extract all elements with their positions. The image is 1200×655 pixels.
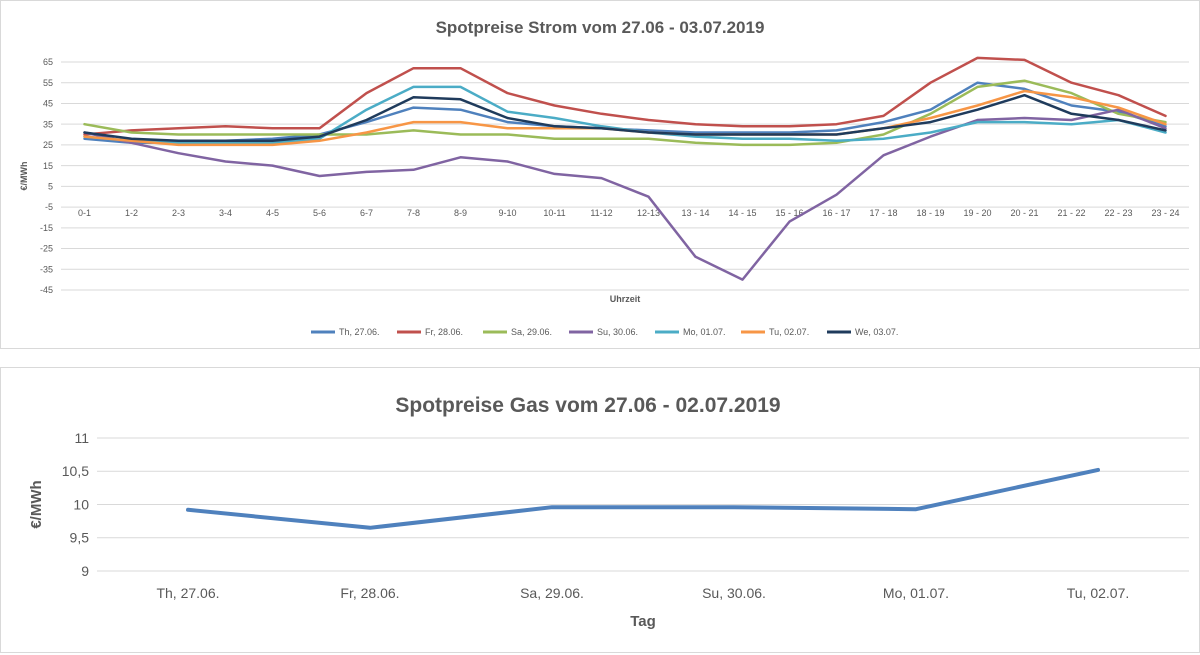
x-tick-label: 14 - 15 (728, 208, 756, 218)
x-tick-label: 22 - 23 (1104, 208, 1132, 218)
y-tick-label: 15 (43, 161, 53, 171)
y-tick-label: 5 (48, 182, 53, 192)
y-axis-label: €/MWh (19, 162, 29, 191)
x-tick-label: 10-11 (543, 208, 565, 218)
x-tick-label: 18 - 19 (916, 208, 944, 218)
x-axis-label: Uhrzeit (610, 294, 641, 304)
chart-title: Spotpreise Strom vom 27.06 - 03.07.2019 (436, 18, 765, 37)
y-tick-label: 35 (43, 119, 53, 129)
y-tick-label: -15 (40, 223, 53, 233)
chart-title: Spotpreise Gas vom 27.06 - 02.07.2019 (395, 394, 780, 417)
x-tick-label: Mo, 01.07. (883, 585, 949, 601)
strom-chart: Spotpreise Strom vom 27.06 - 03.07.2019 6… (19, 18, 1189, 337)
x-tick-label: 11-12 (590, 208, 612, 218)
x-tick-label: 19 - 20 (963, 208, 991, 218)
x-tick-label: 8-9 (454, 208, 467, 218)
x-tick-label: 5-6 (313, 208, 326, 218)
x-tick-label: 17 - 18 (869, 208, 897, 218)
x-tick-label: 21 - 22 (1057, 208, 1085, 218)
legend-label: Th, 27.06. (339, 327, 380, 337)
legend-label: Mo, 01.07. (683, 327, 726, 337)
x-tick-label: 0-1 (78, 208, 91, 218)
legend-label: Fr, 28.06. (425, 327, 463, 337)
x-tick-label: 2-3 (172, 208, 185, 218)
x-tick-label: 12-13 (637, 208, 660, 218)
x-tick-label: 7-8 (407, 208, 420, 218)
x-tick-label: 23 - 24 (1151, 208, 1179, 218)
x-tick-label: 13 - 14 (681, 208, 709, 218)
y-tick-label: -25 (40, 244, 53, 254)
y-tick-label: 9,5 (70, 530, 90, 546)
series-line-1 (83, 56, 1167, 136)
series-line-0 (186, 467, 1100, 530)
x-tick-label: Tu, 02.07. (1067, 585, 1130, 601)
y-tick-label: 45 (43, 99, 53, 109)
x-tick-label: 3-4 (219, 208, 232, 218)
y-tick-label: 10 (73, 496, 89, 512)
y-tick-label: 10,5 (62, 463, 89, 479)
x-tick-label: 1-2 (125, 208, 138, 218)
x-tick-label: 15 - 16 (775, 208, 803, 218)
y-tick-label: 25 (43, 140, 53, 150)
x-tick-label: 20 - 21 (1010, 208, 1038, 218)
y-tick-label: -45 (40, 285, 53, 295)
x-tick-label: 9-10 (498, 208, 516, 218)
x-axis-label: Tag (630, 613, 656, 630)
y-tick-label: -5 (45, 202, 53, 212)
x-tick-label: 16 - 17 (822, 208, 850, 218)
x-tick-label: Su, 30.06. (702, 585, 766, 601)
x-tick-label: 4-5 (266, 208, 279, 218)
y-tick-label: 55 (43, 78, 53, 88)
y-tick-label: 9 (81, 563, 89, 579)
series-line-2 (83, 79, 1167, 147)
y-tick-label: 11 (74, 430, 89, 446)
x-tick-label: Th, 27.06. (156, 585, 219, 601)
y-tick-label: -35 (40, 264, 53, 274)
y-axis-label: €/MWh (28, 480, 45, 528)
x-tick-label: Sa, 29.06. (520, 585, 584, 601)
legend-label: Sa, 29.06. (511, 327, 552, 337)
legend-label: Tu, 02.07. (769, 327, 809, 337)
strom-chart-panel: Spotpreise Strom vom 27.06 - 03.07.2019 6… (0, 0, 1200, 349)
gas-chart: Spotpreise Gas vom 27.06 - 02.07.2019 11 1… (28, 394, 1189, 630)
legend-label: Su, 30.06. (597, 327, 638, 337)
legend-label: We, 03.07. (855, 327, 898, 337)
y-tick-label: 65 (43, 57, 53, 67)
series-line-6 (83, 93, 1167, 143)
x-tick-label: 6-7 (360, 208, 373, 218)
x-tick-label: Fr, 28.06. (340, 585, 399, 601)
gas-chart-panel: Spotpreise Gas vom 27.06 - 02.07.2019 11 1… (0, 367, 1200, 653)
series-line-3 (83, 108, 1167, 281)
